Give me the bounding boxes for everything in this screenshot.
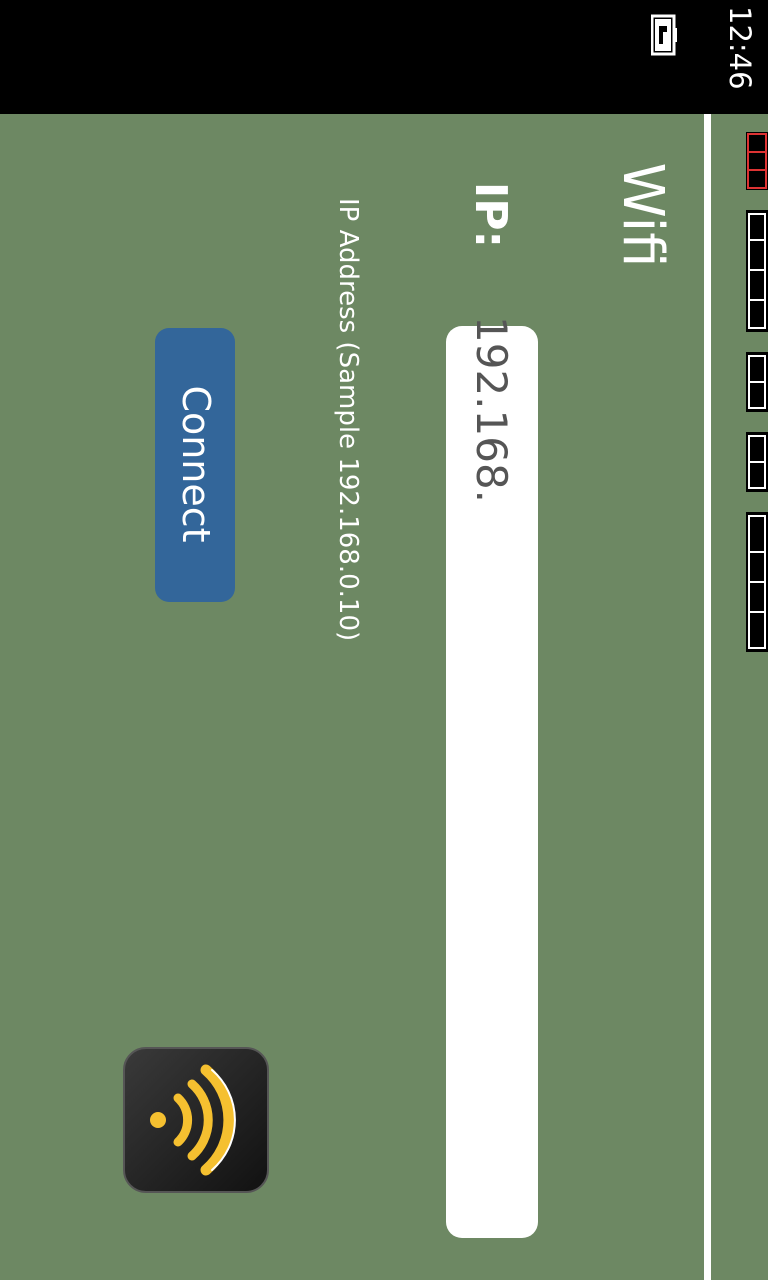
frame-counter (746, 512, 768, 652)
ip-address-input[interactable] (446, 326, 538, 1238)
battery-charging-icon (651, 14, 677, 56)
frame-counter-red (746, 132, 768, 190)
status-bar: 12:46 (0, 0, 768, 114)
ip-hint-text: IP Address (Sample 192.168.0.10) (333, 198, 363, 642)
frame-counter (746, 432, 768, 492)
connect-button-label[interactable]: Connect (174, 385, 218, 543)
frame-counter (746, 352, 768, 412)
ip-address-value[interactable]: 192.168. (467, 316, 516, 504)
frame-counter (746, 210, 768, 332)
status-time: 12:46 (723, 6, 757, 90)
page-title: Wifi (610, 162, 675, 268)
header-divider (704, 114, 711, 1280)
wifi-icon (123, 1047, 269, 1193)
connect-button[interactable] (155, 328, 235, 602)
ip-label: IP: (465, 181, 516, 249)
